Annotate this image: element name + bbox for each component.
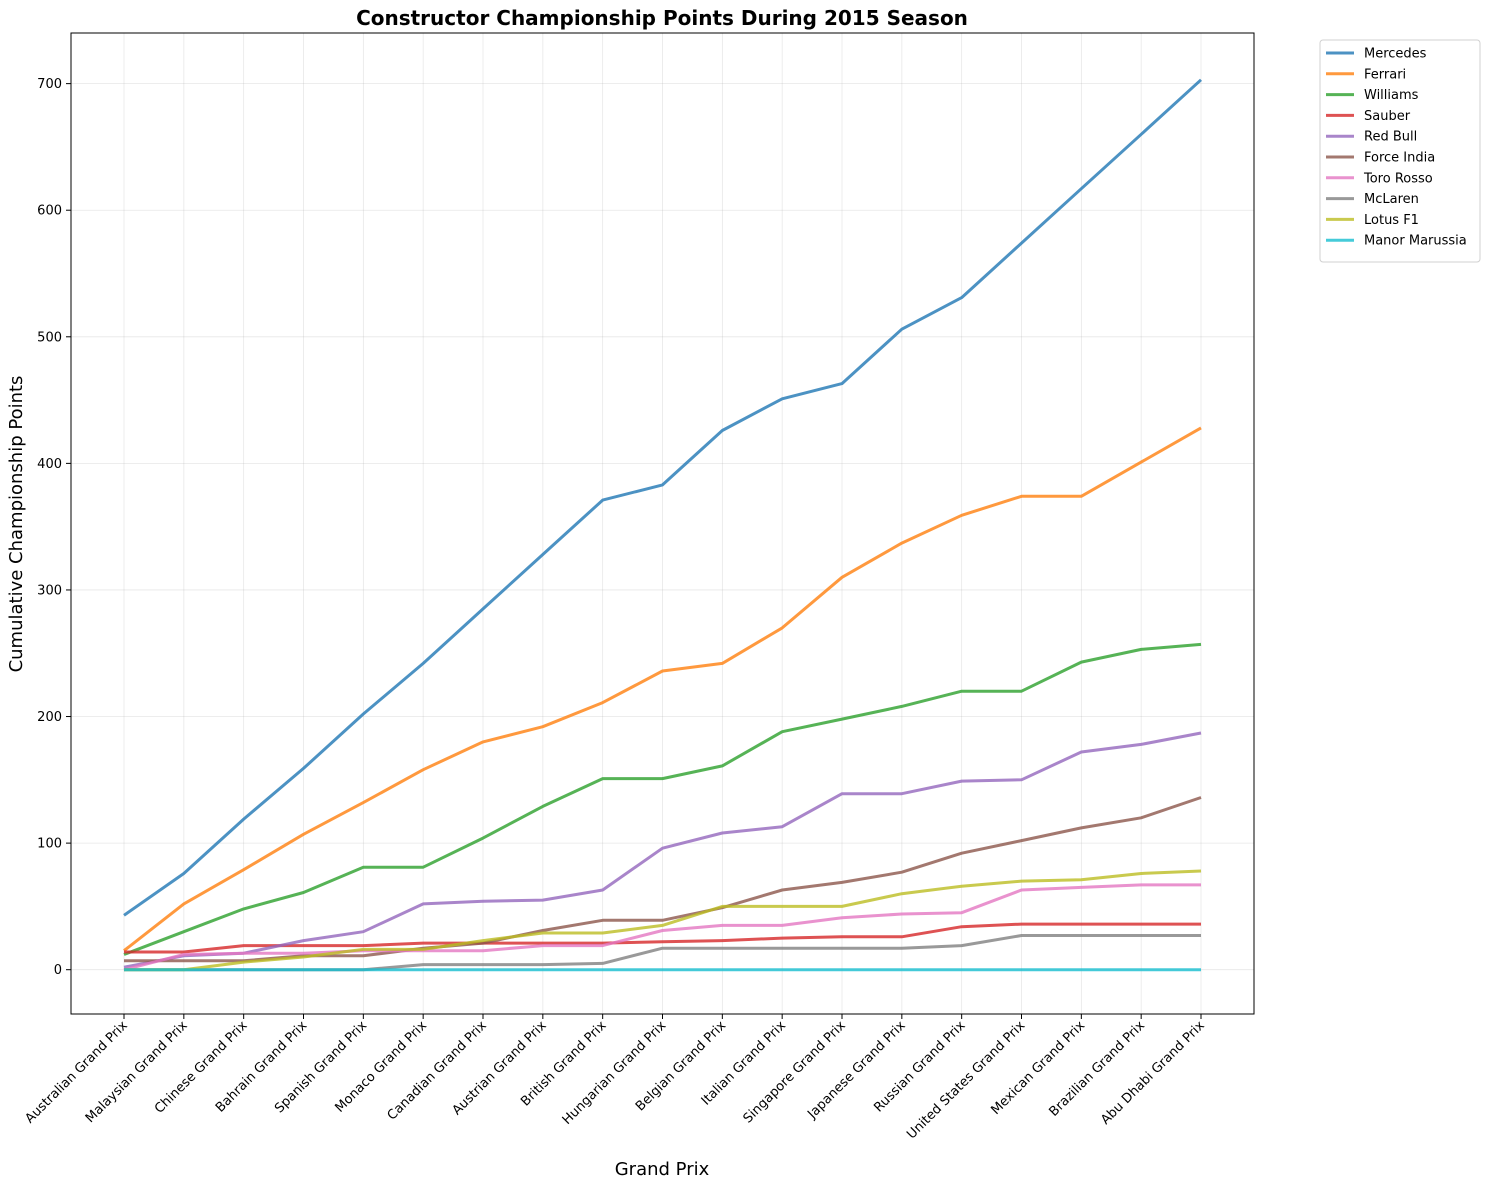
legend-label: Toro Rosso: [1363, 171, 1433, 186]
series-line-lotus-f1: [124, 869, 1202, 972]
legend-label: McLaren: [1364, 192, 1419, 207]
legend-label: Williams: [1364, 88, 1419, 103]
legend-label: Mercedes: [1364, 47, 1427, 62]
grid: [71, 33, 1254, 1014]
series-line-toro-rosso: [123, 883, 1201, 972]
x-axis-label: Grand Prix: [615, 1159, 710, 1180]
series-line-williams: [123, 642, 1202, 956]
legend-label: Ferrari: [1364, 67, 1406, 82]
y-tick-label: 200: [37, 710, 62, 725]
y-tick-label: 600: [37, 204, 62, 219]
series-lines: [123, 78, 1203, 972]
legend-box: [1319, 39, 1481, 263]
y-tick-label: 0: [54, 963, 62, 978]
series-line-sauber: [124, 922, 1201, 954]
series-line-ferrari: [123, 426, 1202, 952]
legend-label: Force India: [1364, 151, 1435, 166]
chart-title: Constructor Championship Points During 2…: [356, 6, 968, 30]
legend-label: Red Bull: [1364, 130, 1417, 145]
series-line-red-bull: [123, 731, 1202, 969]
y-axis-label: Cumulative Championship Points: [6, 376, 27, 673]
y-tick-label: 100: [37, 837, 62, 852]
y-tick-label: 400: [37, 457, 62, 472]
series-line-mercedes: [123, 78, 1203, 917]
y-tick-label: 500: [37, 330, 62, 345]
legend-label: Manor Marussia: [1364, 234, 1467, 249]
legend-label: Sauber: [1364, 109, 1411, 124]
y-tick-label: 300: [37, 583, 62, 598]
legend-label: Lotus F1: [1364, 213, 1419, 228]
y-tick-label: 700: [37, 77, 62, 92]
legend: Mercedes Ferrari Williams Sauber Red Bull For…: [1319, 39, 1481, 263]
